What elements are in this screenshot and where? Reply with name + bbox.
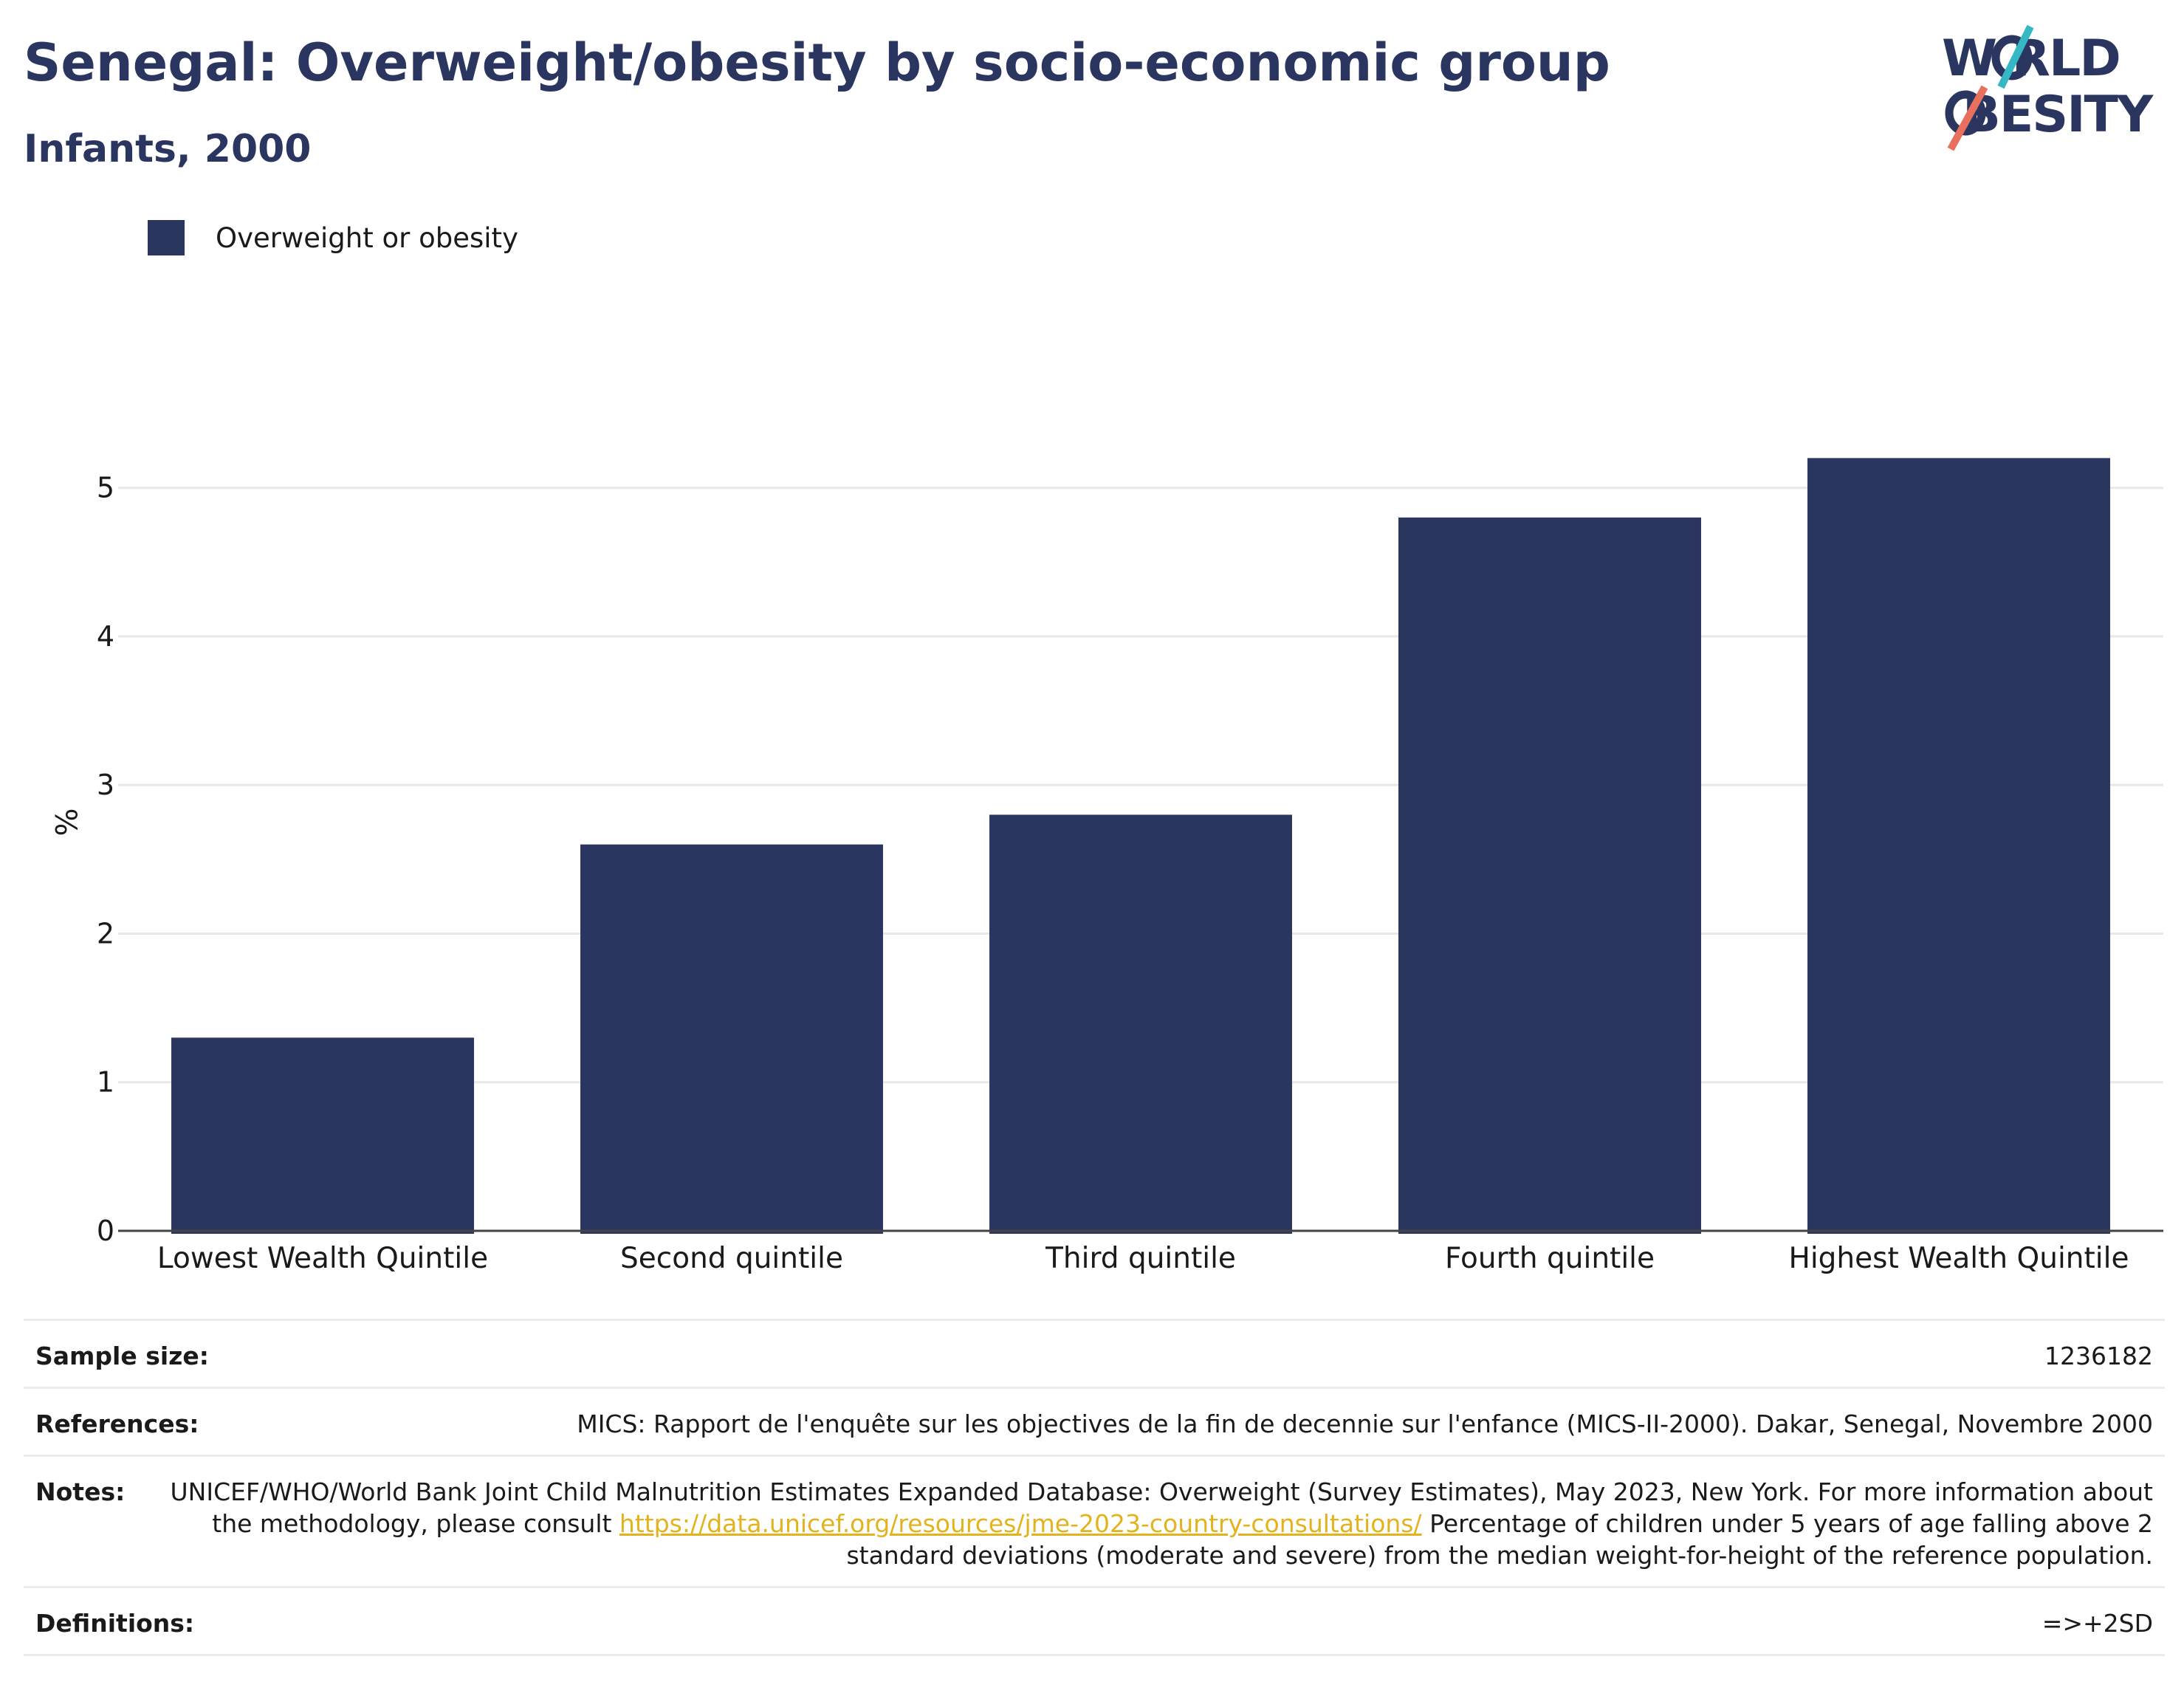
notes-label: Notes: (35, 1477, 126, 1506)
info-row-notes: Notes: UNICEF/WHO/World Bank Joint Child… (24, 1455, 2165, 1586)
info-row-references: References: MICS: Rapport de l'enquête s… (24, 1387, 2165, 1455)
bar (1398, 517, 1701, 1234)
bar-chart: 0 1 2 3 4 5% Lowest Wealth Quintile Second quin… (48, 458, 2163, 1275)
legend[interactable]: Overweight or obesity (148, 220, 518, 255)
bar (171, 1037, 474, 1234)
y-tick-label: 1 (97, 1066, 114, 1099)
y-tick-label: 4 (97, 620, 114, 653)
bar (989, 814, 1292, 1234)
y-axis-label: % (48, 808, 82, 836)
methodology-link[interactable]: https://data.unicef.org/resources/jme-20… (619, 1509, 1422, 1538)
x-tick-label: Highest Wealth Quintile (1789, 1242, 2129, 1275)
world-obesity-logo: W RLD BESITY (1942, 24, 2155, 151)
definitions-value: =>+2SD (2042, 1609, 2153, 1638)
references-value: MICS: Rapport de l'enquête sur les objec… (577, 1410, 2153, 1438)
notes-text-after-link: Percentage of children under 5 years of … (846, 1509, 2153, 1570)
logo-slash-top (1997, 24, 2034, 89)
x-tick-label: Lowest Wealth Quintile (157, 1242, 488, 1275)
legend-swatch (148, 220, 185, 255)
logo-o-shape (1991, 35, 2033, 80)
logo-slash-bottom (1947, 85, 1988, 151)
y-tick-label: 3 (97, 769, 114, 801)
chart-title: Senegal: Overweight/obesity by socio-eco… (24, 32, 1610, 93)
logo-line2: BESITY (1962, 86, 2154, 144)
y-tick-label: 5 (97, 472, 114, 504)
logo-o-shape-2 (1945, 90, 1986, 136)
sample-size-value: 1236182 (2044, 1342, 2153, 1370)
sample-size-label: Sample size: (35, 1342, 209, 1370)
x-tick-label: Second quintile (620, 1242, 843, 1275)
x-tick-label: Fourth quintile (1445, 1242, 1655, 1275)
notes-text-before-link: UNICEF/WHO/World Bank Joint Child Malnut… (170, 1477, 2153, 1538)
notes-value: UNICEF/WHO/World Bank Joint Child Malnut… (169, 1476, 2153, 1571)
y-tick-label: 0 (97, 1215, 114, 1247)
references-label: References: (35, 1410, 199, 1438)
definitions-label: Definitions: (35, 1609, 195, 1638)
y-tick-label: 2 (97, 917, 114, 950)
info-row-definitions: Definitions: =>+2SD (24, 1586, 2165, 1656)
bar (580, 844, 883, 1234)
legend-label: Overweight or obesity (216, 222, 518, 254)
info-table: Sample size: 1236182 References: MICS: R… (24, 1319, 2165, 1656)
info-row-sample-size: Sample size: 1236182 (24, 1319, 2165, 1387)
chart-subtitle: Infants, 2000 (24, 127, 312, 171)
x-tick-label: Third quintile (1045, 1242, 1236, 1275)
bar (1807, 458, 2110, 1234)
